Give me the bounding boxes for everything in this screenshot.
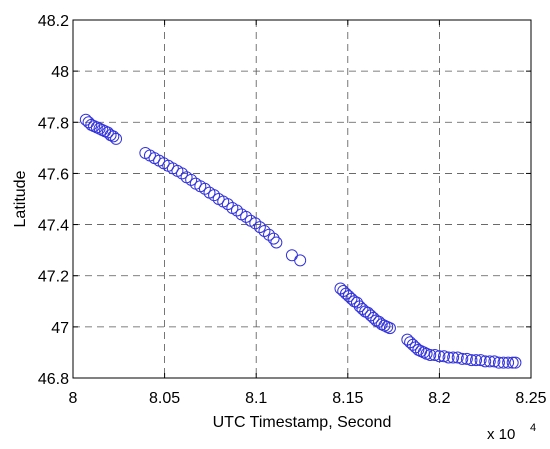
data-point	[437, 350, 450, 363]
data-points	[79, 113, 522, 369]
x-tick-label: 8.25	[515, 390, 546, 407]
data-point	[509, 356, 522, 369]
x-tick-label: 8	[69, 390, 78, 407]
data-point	[502, 356, 515, 369]
y-tick-label: 48	[51, 64, 69, 81]
data-point	[456, 352, 469, 365]
x-tick-labels: 8 8.05 8.1 8.15 8.2 8.25	[69, 390, 547, 407]
data-point	[249, 217, 262, 230]
data-point	[221, 198, 234, 211]
x-axis-multiplier: x 10	[487, 426, 515, 443]
y-tick-label: 47.2	[38, 269, 69, 286]
data-point	[424, 348, 437, 361]
y-tick-label: 47.4	[38, 218, 69, 235]
data-point	[267, 232, 280, 245]
data-point	[433, 350, 446, 363]
y-tick-label: 48.2	[38, 13, 69, 30]
data-point	[263, 228, 276, 241]
data-point	[230, 204, 243, 217]
data-point	[497, 356, 510, 369]
data-point	[383, 322, 396, 335]
data-point	[479, 355, 492, 368]
x-axis-multiplier-exponent: 4	[530, 422, 536, 434]
x-tick-label: 8.2	[428, 390, 450, 407]
y-tick-label: 46.8	[38, 371, 69, 388]
x-tick-label: 8.05	[149, 390, 180, 407]
y-tick-label: 47.8	[38, 115, 69, 132]
plot-frame	[72, 19, 532, 379]
y-axis-label: Latitude	[12, 170, 29, 227]
data-point	[428, 348, 441, 361]
y-tick-label: 47.6	[38, 166, 69, 183]
data-point	[176, 167, 189, 180]
data-point	[208, 189, 221, 202]
x-axis-label: UTC Timestamp, Second	[213, 414, 392, 431]
data-point	[506, 356, 519, 369]
data-point	[474, 354, 487, 367]
data-point	[460, 352, 473, 365]
data-point	[240, 210, 253, 223]
data-point	[198, 182, 211, 195]
data-point	[451, 351, 464, 364]
y-tick-label: 47	[51, 320, 69, 337]
data-point	[110, 132, 123, 145]
x-tick-label: 8.1	[245, 390, 267, 407]
plot-background	[73, 20, 531, 378]
data-point	[470, 354, 483, 367]
data-point	[483, 355, 496, 368]
data-point	[492, 356, 505, 369]
data-point	[442, 351, 455, 364]
data-point	[107, 130, 120, 143]
x-tick-label: 8.15	[332, 390, 363, 407]
y-tick-labels: 46.8 47 47.2 47.4 47.6 47.8 48 48.2	[38, 13, 69, 388]
data-point	[465, 354, 478, 367]
data-point	[270, 236, 283, 249]
data-point	[488, 355, 501, 368]
data-point	[447, 351, 460, 364]
data-point	[253, 221, 266, 234]
data-point	[258, 224, 271, 237]
axis-ticks	[72, 19, 532, 379]
data-point	[185, 173, 198, 186]
data-point	[294, 254, 307, 267]
